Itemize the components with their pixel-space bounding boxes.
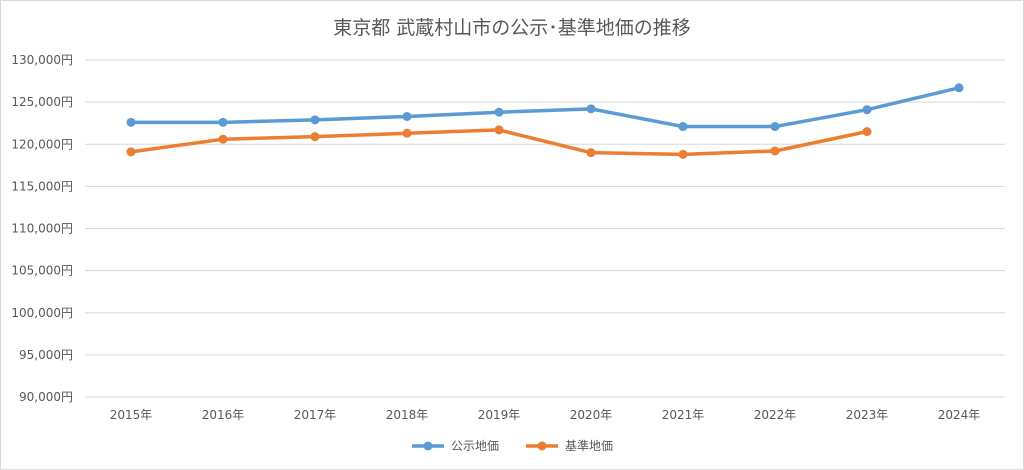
y-tick-label: 120,000円: [11, 137, 73, 151]
x-tick-label: 2018年: [386, 408, 429, 422]
data-point: [310, 115, 320, 125]
y-tick-label: 100,000円: [11, 306, 73, 320]
x-tick-label: 2016年: [202, 408, 245, 422]
legend-item-2: 基準地価: [525, 437, 613, 454]
data-point: [678, 122, 688, 132]
x-tick-label: 2022年: [754, 408, 797, 422]
data-point: [678, 149, 688, 159]
data-point: [126, 147, 136, 157]
x-tick-label: 2021年: [662, 408, 705, 422]
legend-swatch: [526, 441, 558, 450]
x-tick-label: 2023年: [846, 408, 889, 422]
data-point: [954, 83, 964, 93]
data-point: [494, 107, 504, 117]
legend-swatch: [411, 441, 444, 450]
data-point: [586, 148, 596, 158]
data-point: [770, 146, 780, 156]
data-point: [862, 105, 872, 115]
y-tick-label: 105,000円: [11, 264, 73, 278]
y-tick-label: 95,000円: [19, 348, 73, 362]
data-point: [862, 127, 872, 137]
data-point: [402, 111, 412, 121]
chart-title: 東京都 武蔵村山市の公示･基準地価の推移: [333, 17, 691, 39]
y-tick-label: 90,000円: [19, 390, 73, 404]
legend-label: 基準地価: [565, 439, 614, 453]
y-tick-label: 125,000円: [11, 95, 73, 109]
data-point: [218, 117, 228, 127]
data-point: [218, 134, 228, 144]
legend-item-1: 公示地価: [411, 437, 499, 454]
y-tick-label: 130,000円: [11, 53, 73, 67]
x-tick-label: 2020年: [570, 408, 613, 422]
legend-label: 公示地価: [450, 439, 499, 453]
x-tick-label: 2024年: [938, 408, 981, 422]
data-point: [402, 128, 412, 138]
data-point: [586, 104, 596, 114]
legend: 公示地価 基準地価: [1, 437, 1023, 454]
x-tick-label: 2019年: [478, 408, 521, 422]
y-tick-label: 110,000円: [11, 222, 73, 236]
data-point: [126, 117, 136, 127]
x-tick-label: 2017年: [294, 408, 337, 422]
x-tick-label: 2015年: [110, 408, 153, 422]
y-tick-label: 115,000円: [11, 179, 73, 193]
data-point: [310, 132, 320, 142]
data-point: [494, 125, 504, 135]
data-point: [770, 122, 780, 132]
series-line-1: [129, 86, 961, 129]
